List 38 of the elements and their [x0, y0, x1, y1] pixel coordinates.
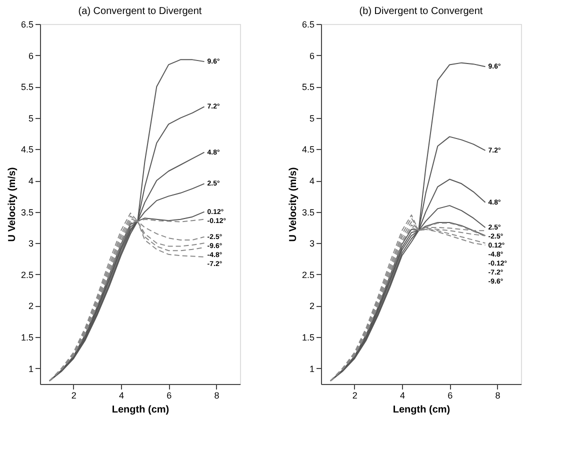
y-tick-label: 3 — [309, 238, 314, 249]
y-tick-label: 5.5 — [20, 82, 34, 92]
y-tick-label: 5.5 — [302, 82, 314, 92]
y-axis-title: U Velocity (m/s) — [288, 167, 299, 242]
chart-title: (a) Convergent to Divergent — [78, 6, 202, 17]
y-tick-label: 4.5 — [302, 144, 314, 155]
chart-title: (b) Divergent to Convergent — [359, 6, 483, 17]
y-tick-label: 2 — [309, 301, 314, 312]
x-axis-title: Length (cm) — [392, 404, 450, 416]
x-tick-label: 2 — [71, 390, 76, 400]
x-tick-label: 8 — [495, 390, 500, 400]
y-tick-label: 2 — [28, 301, 34, 312]
y-tick-label: 5 — [309, 113, 314, 124]
y-tick-label: 6 — [28, 50, 34, 61]
y-tick-label: 2.5 — [20, 270, 34, 280]
y-tick-label: 6.5 — [20, 20, 34, 30]
y-tick-label: 3.5 — [20, 207, 34, 218]
y-tick-label: 2.5 — [302, 270, 314, 280]
y-tick-label: 6.5 — [302, 20, 314, 30]
x-tick-label: 4 — [400, 390, 405, 400]
y-tick-label: 1 — [28, 364, 34, 374]
y-tick-label: 4.5 — [20, 144, 34, 155]
x-tick-label: 6 — [166, 390, 172, 400]
y-tick-label: 4 — [28, 176, 34, 186]
y-tick-label: 1 — [309, 364, 314, 374]
y-tick-label: 1.5 — [20, 332, 34, 343]
x-tick-label: 6 — [448, 390, 453, 400]
y-tick-label: 1.5 — [302, 332, 314, 343]
y-tick-label: 3.5 — [302, 207, 314, 218]
x-tick-label: 8 — [214, 390, 220, 400]
y-tick-label: 3 — [28, 238, 34, 249]
y-tick-label: 6 — [309, 50, 314, 61]
y-axis-title: U Velocity (m/s) — [6, 167, 18, 242]
x-tick-label: 4 — [118, 390, 124, 400]
y-tick-label: 4 — [309, 176, 314, 186]
x-axis-title: Length (cm) — [112, 404, 170, 416]
y-tick-label: 5 — [28, 113, 34, 124]
x-tick-label: 2 — [352, 390, 358, 400]
